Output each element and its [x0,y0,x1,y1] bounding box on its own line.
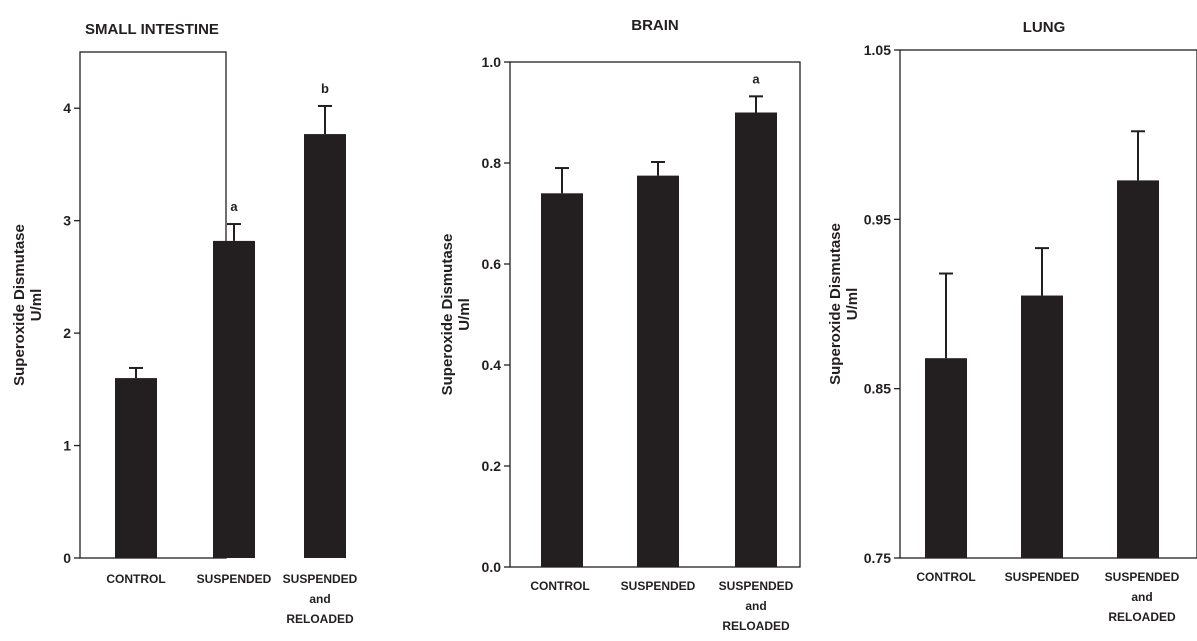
category-label-line: SUSPENDED [197,572,272,586]
bar [735,112,777,567]
y-axis-label: Superoxide DismutaseU/ml [11,224,45,386]
y-axis-label-line: U/ml [28,289,45,322]
y-tick-label: 0.4 [482,357,502,373]
category-label-line: and [1131,590,1152,604]
y-tick-label: 0 [63,550,71,566]
chart-title: BRAIN [631,17,679,34]
chart-panel-3: LUNG 0.75 0.85 0.95 1.05 Superoxide Dismutase… [827,19,1197,624]
category-label: SUSPENDED [197,572,272,586]
y-tick-label: 1.0 [482,54,502,70]
y-axis-label: Superoxide DismutaseU/ml [827,223,861,385]
y-tick-label: 2 [63,325,71,341]
category-label-line: RELOADED [1108,610,1176,624]
y-tick-label: 0.85 [864,381,891,397]
bar [1117,180,1159,559]
category-label: CONTROL [916,570,975,584]
category-label: SUSPENDED [1005,570,1080,584]
bar [541,193,583,568]
category-label: SUSPENDED [621,579,696,593]
category-label-line: SUSPENDED [719,579,794,593]
y-axis-label-line: Superoxide Dismutase [11,224,28,386]
category-label: SUSPENDED and RELOADED [1105,570,1180,624]
y-tick-label: 3 [63,213,71,229]
bar [637,175,679,567]
chart-panel-1: SMALL INTESTINE 0 1 2 3 4 Superoxide Dismutase… [11,21,358,626]
bar [115,378,157,558]
significance-label: b [321,81,329,96]
y-tick-label: 0.75 [864,550,891,566]
y-tick-label: 0.95 [864,211,891,227]
category-label-line: and [309,592,330,606]
chart-title: SMALL INTESTINE [85,21,219,38]
y-tick-label: 0.8 [482,155,502,171]
category-label: SUSPENDED and RELOADED [283,572,358,626]
y-axis-label-line: U/ml [844,288,861,321]
category-label-line: CONTROL [916,570,975,584]
bar [1021,295,1063,558]
y-axis-label-line: U/ml [456,298,473,331]
chart-title: LUNG [1023,19,1066,36]
category-label-line: CONTROL [106,572,165,586]
chart-panel-2: BRAIN 0.0 0.2 0.4 0.6 0.8 1.0 Superoxide Dismut… [439,17,801,633]
y-axis-label-line: Superoxide Dismutase [439,234,456,396]
y-tick-label: 1.05 [864,42,891,58]
y-tick-label: 4 [63,100,71,116]
significance-label: a [230,199,238,214]
category-label: CONTROL [106,572,165,586]
significance-label: a [752,71,760,86]
category-label-line: CONTROL [530,579,589,593]
y-tick-label: 0.0 [482,559,502,575]
category-label-line: SUSPENDED [1005,570,1080,584]
y-tick-label: 0.6 [482,256,502,272]
y-axis-label-line: Superoxide Dismutase [827,223,844,385]
category-label-line: and [745,599,766,613]
bar [304,134,346,558]
category-label-line: RELOADED [286,612,354,626]
category-label-line: SUSPENDED [621,579,696,593]
y-tick-label: 0.2 [482,458,502,474]
category-label-line: SUSPENDED [283,572,358,586]
y-axis-label: Superoxide DismutaseU/ml [439,234,473,396]
y-tick-label: 1 [63,438,71,454]
category-label-line: RELOADED [722,619,790,633]
category-label: SUSPENDED and RELOADED [719,579,794,633]
bar [925,358,967,558]
category-label: CONTROL [530,579,589,593]
category-label-line: SUSPENDED [1105,570,1180,584]
bar [213,240,255,558]
